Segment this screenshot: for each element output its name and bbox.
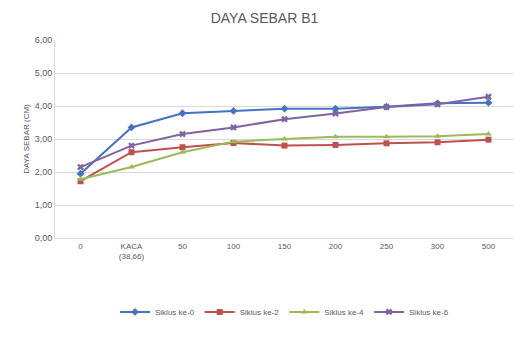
svg-text:4,00: 4,00 (35, 101, 53, 111)
svg-text:2,00: 2,00 (35, 167, 53, 177)
svg-text:Siklus ke-0: Siklus ke-0 (155, 308, 195, 317)
svg-text:200: 200 (329, 242, 343, 251)
svg-text:100: 100 (227, 242, 241, 251)
svg-text:KACA(38,66): KACA(38,66) (119, 242, 145, 261)
svg-text:250: 250 (380, 242, 394, 251)
svg-text:150: 150 (278, 242, 292, 251)
svg-text:DAYA SEBAR (CM): DAYA SEBAR (CM) (22, 104, 31, 174)
svg-text:Siklus ke-2: Siklus ke-2 (240, 308, 280, 317)
svg-text:5,00: 5,00 (35, 68, 53, 78)
svg-text:0: 0 (78, 242, 83, 251)
svg-text:6,00: 6,00 (35, 35, 53, 45)
svg-text:DAYA SEBAR B1: DAYA SEBAR B1 (211, 10, 319, 26)
svg-text:50: 50 (178, 242, 187, 251)
svg-text:0,00: 0,00 (35, 233, 53, 243)
svg-text:300: 300 (431, 242, 445, 251)
svg-text:Siklus ke-4: Siklus ke-4 (324, 308, 364, 317)
svg-text:500: 500 (482, 242, 496, 251)
svg-text:3,00: 3,00 (35, 134, 53, 144)
svg-text:Siklus ke-6: Siklus ke-6 (409, 308, 449, 317)
svg-text:1,00: 1,00 (35, 200, 53, 210)
